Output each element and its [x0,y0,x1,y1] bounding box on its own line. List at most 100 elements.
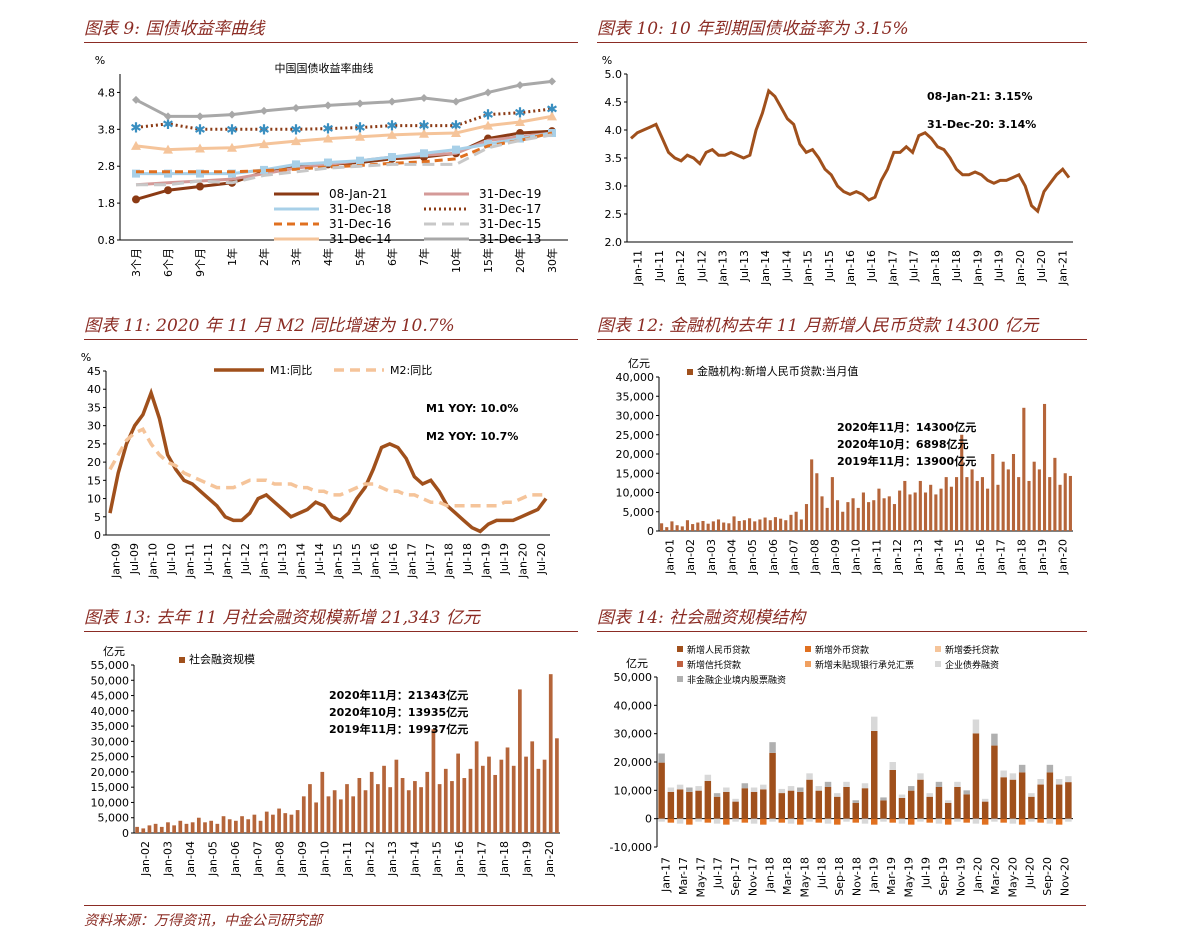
x-tick-label: Nov-20 [1058,857,1071,896]
data-point: ✱ [258,122,270,138]
bar-segment [741,818,749,823]
bar [810,459,814,531]
y-tick-label: 2.8 [98,160,116,173]
x-tick-label: May-20 [1006,857,1019,898]
bar-segment [1018,818,1026,825]
x-tick-label: Jul-18 [950,250,963,282]
bar-segment [760,818,767,825]
x-tick-label: Jul-19 [920,857,933,889]
bar-segment [972,733,980,819]
x-tick-label: Jan-12 [363,841,376,877]
bar-segment [1037,779,1044,785]
series-line [630,88,1071,214]
bar-segment [972,818,980,824]
bar [975,480,979,531]
bar-segment [695,786,702,791]
x-tick-label: Jan-05 [206,841,219,877]
data-point [355,131,365,141]
x-tick-label: Jul-16 [387,543,400,575]
bar [908,494,912,531]
annotation: M2 YOY: 10.7% [426,430,518,443]
bar [887,496,891,531]
bar [178,820,183,833]
bar-segment [917,773,924,780]
y-tick-label: 1.8 [98,197,116,210]
x-tick-label: Jan-04 [184,841,197,877]
bar [1006,469,1010,531]
bar [872,500,876,531]
panel-title: 图表 12: 金融机构去年 11 月新增人民币贷款 14300 亿元 [597,316,1039,336]
bar-segment [871,818,878,825]
data-point [516,81,524,90]
data-point: ✱ [226,122,238,138]
y-tick-label: 30,000 [91,735,130,748]
bar-segment [834,793,841,797]
bar [660,523,664,531]
bar [732,516,736,531]
bar [382,765,386,833]
bar-segment [741,783,749,789]
bar-segment [713,818,721,824]
x-tick-label: Jan-12 [220,543,233,579]
bar-segment [1046,818,1054,824]
data-point [356,99,364,108]
data-point [420,149,428,158]
bar-segment [704,774,712,781]
x-tick-label: Jan-08 [808,539,821,575]
x-tick-label: Nov-19 [954,857,967,896]
panel-m1-m2: 图表 11: 2020 年 11 月 M2 同比增速为 10.7% 0 5 10 15… [81,311,578,601]
chart-tsf: 0 5,000 10,000 15,000 20,000 25,000 30,000 35,0… [91,645,560,877]
bar-segment [824,818,832,824]
y-tick-label: 50,000 [91,674,130,687]
annotation: 2020年10月：6898亿元 [837,437,969,451]
bar-segment [815,790,823,819]
x-tick-label: Jul-17 [712,857,725,889]
bar [530,741,535,833]
bar [856,507,860,531]
data-point [292,160,300,169]
x-tick-label: Jan-17 [405,543,418,579]
bar [548,674,553,833]
x-tick-label: May-19 [902,857,915,898]
data-point [163,144,173,154]
bar [141,828,146,833]
bar-segment [704,780,712,819]
x-tick-label: Jul-13 [738,250,751,282]
bar [944,477,948,531]
bar [918,480,922,531]
bar-segment [1037,818,1044,823]
bar [1011,454,1016,531]
bar [450,781,454,833]
bar-segment [935,781,943,787]
y-tick-label: 30 [87,420,101,433]
bar [794,511,798,531]
x-tick-label: Jan-13 [912,539,925,575]
y-tick-label: 4.5 [605,96,623,109]
series-line [135,114,553,152]
x-tick-label: Jul-20 [1024,857,1037,889]
x-tick-label: 3年 [289,248,303,266]
bar [763,517,767,531]
data-point [484,88,492,97]
bar [363,790,368,833]
x-tick-label: Jan-11 [183,543,196,579]
x-tick-label: 5年 [353,248,367,266]
bar [804,504,809,531]
series-line [108,427,546,508]
bar [425,771,430,833]
data-point [131,140,141,150]
bar [892,504,897,531]
x-tick-label: 6个月 [162,248,175,277]
data-point: ✱ [482,108,494,124]
bar [431,729,436,833]
bar-segment [926,793,933,797]
x-tick-label: 9个月 [194,248,207,277]
annotation: 2019年11月：13900亿元 [837,454,976,468]
bar-segment [852,802,859,819]
data-point [227,142,237,152]
bar-segment [935,786,943,819]
legend-label: 31-Dec-17 [479,202,541,216]
x-tick-label: 4年 [321,248,335,266]
bar [877,488,881,531]
x-tick-label: Jul-11 [653,250,666,282]
